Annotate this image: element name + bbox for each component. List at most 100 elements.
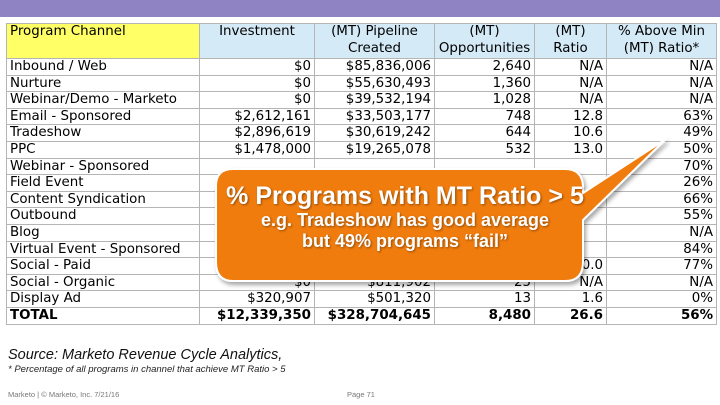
header-investment: Investment	[199, 23, 315, 59]
cell-opportunities: 644	[434, 124, 535, 142]
table-row: Nurture $0 $55,630,493 1,360 N/A N/A	[6, 74, 717, 93]
cell-investment	[199, 157, 315, 176]
cell-investment: $0	[199, 58, 315, 76]
total-cell-ratio: 26.6	[534, 306, 607, 325]
title-bar	[0, 0, 720, 17]
cell-ratio: N/A	[534, 91, 607, 109]
cell-ratio: 13.0	[534, 140, 607, 159]
callout-line-2: but 49% programs “fail”	[301, 231, 509, 251]
total-cell-channel: TOTAL	[6, 306, 200, 325]
cell-opportunities: 532	[434, 140, 535, 159]
cell-channel: Social - Organic	[6, 273, 200, 292]
cell-above-min: N/A	[606, 74, 717, 93]
cell-above-min: 55%	[606, 207, 717, 225]
table-row: Webinar/Demo - Marketo $0 $39,532,194 1,028…	[6, 91, 717, 109]
cell-above-min: N/A	[606, 223, 717, 242]
cell-channel: Field Event	[6, 174, 200, 192]
cell-opportunities: 748	[434, 107, 535, 126]
cell-channel: PPC	[6, 140, 200, 159]
channel-table: Program Channel Investment (MT) Pipeline…	[6, 23, 717, 325]
cell-above-min: N/A	[606, 91, 717, 109]
cell-channel: Tradeshow	[6, 124, 200, 142]
cell-channel: Nurture	[6, 74, 200, 93]
cell-ratio: 1.6	[534, 290, 607, 308]
cell-ratio: 10.0	[534, 257, 607, 275]
cell-pipeline: $19,265,078	[314, 140, 435, 159]
table-row: Email - Sponsored $2,612,161 $33,503,177 74…	[6, 107, 717, 126]
cell-investment: $317,331	[199, 257, 315, 275]
cell-above-min: 26%	[606, 174, 717, 192]
cell-channel: Content Syndication	[6, 190, 200, 209]
callout-line-1: e.g. Tradeshow has good average	[260, 210, 550, 230]
cell-channel: Social - Paid	[6, 257, 200, 275]
cell-above-min: N/A	[606, 58, 717, 76]
table-row: Tradeshow $2,896,619 $30,619,242 644 10.6 49%	[6, 124, 717, 142]
cell-ratio: N/A	[534, 74, 607, 93]
total-cell-above-min: 56%	[606, 306, 717, 325]
cell-channel: Webinar/Demo - Marketo	[6, 91, 200, 109]
footer-page-number: Page 71	[347, 390, 375, 399]
total-row: TOTAL $12,339,350 $328,704,645 8,480 26.6 56%	[6, 306, 717, 325]
cell-investment: $320,907	[199, 290, 315, 308]
source-text: Source: Marketo Revenue Cycle Analytics,	[8, 347, 283, 363]
table-row: Display Ad $320,907 $501,320 13 1.6 0%	[6, 290, 717, 308]
cell-channel: Outbound	[6, 207, 200, 225]
cell-pipeline: $811,902	[314, 273, 435, 292]
table-row: Inbound / Web $0 $85,836,006 2,640 N/A N/A	[6, 58, 717, 76]
table-row: Social - Organic $0 $811,902 25 N/A N/A	[6, 273, 717, 292]
header-above-min: % Above Min (MT) Ratio*	[606, 23, 717, 59]
cell-opportunities: 25	[434, 273, 535, 292]
cell-above-min: 66%	[606, 190, 717, 209]
cell-pipeline	[314, 157, 435, 176]
cell-channel: Display Ad	[6, 290, 200, 308]
table-row: Social - Paid $317,331 $3,173,392 120 10.0 77…	[6, 257, 717, 275]
cell-opportunities: 1,028	[434, 91, 535, 109]
cell-ratio: 10.6	[534, 124, 607, 142]
footnote: * Percentage of all programs in channel …	[8, 364, 286, 375]
header-row: Program Channel Investment (MT) Pipeline…	[6, 23, 717, 59]
cell-opportunities: 120	[434, 257, 535, 275]
table-row: PPC $1,478,000 $19,265,078 532 13.0 50%	[6, 140, 717, 159]
cell-opportunities: 13	[434, 290, 535, 308]
total-cell-pipeline: $328,704,645	[314, 306, 435, 325]
cell-ratio	[534, 157, 607, 176]
cell-channel: Blog	[6, 223, 200, 242]
callout-title: % Programs with MT Ratio > 5	[226, 182, 584, 210]
cell-ratio: N/A	[534, 58, 607, 76]
cell-investment: $0	[199, 74, 315, 93]
cell-channel: Virtual Event - Sponsored	[6, 240, 200, 259]
cell-ratio: N/A	[534, 273, 607, 292]
total-cell-investment: $12,339,350	[199, 306, 315, 325]
cell-channel: Email - Sponsored	[6, 107, 200, 126]
cell-investment: $2,896,619	[199, 124, 315, 142]
cell-pipeline: $30,619,242	[314, 124, 435, 142]
total-cell-opportunities: 8,480	[434, 306, 535, 325]
cell-investment: $0	[199, 273, 315, 292]
cell-pipeline: $55,630,493	[314, 74, 435, 93]
callout: % Programs with MT Ratio > 5 e.g. Trades…	[224, 182, 586, 252]
header-opportunities: (MT) Opportunities	[434, 23, 535, 59]
cell-above-min: 0%	[606, 290, 717, 308]
cell-investment: $2,612,161	[199, 107, 315, 126]
cell-above-min: 84%	[606, 240, 717, 259]
cell-pipeline: $33,503,177	[314, 107, 435, 126]
cell-above-min: 70%	[606, 157, 717, 176]
cell-above-min: 63%	[606, 107, 717, 126]
cell-above-min: 50%	[606, 140, 717, 159]
cell-above-min: 77%	[606, 257, 717, 275]
header-pipeline: (MT) Pipeline Created	[314, 23, 435, 59]
cell-investment: $0	[199, 91, 315, 109]
cell-ratio: 12.8	[534, 107, 607, 126]
header-ratio: (MT) Ratio	[534, 23, 607, 59]
cell-investment: $1,478,000	[199, 140, 315, 159]
header-program-channel: Program Channel	[6, 23, 200, 59]
cell-pipeline: $3,173,392	[314, 257, 435, 275]
cell-opportunities: 1,360	[434, 74, 535, 93]
cell-above-min: N/A	[606, 273, 717, 292]
footer-copyright: Marketo | © Marketo, Inc. 7/21/16	[8, 390, 120, 399]
cell-pipeline: $501,320	[314, 290, 435, 308]
cell-opportunities: 2,640	[434, 58, 535, 76]
cell-pipeline: $39,532,194	[314, 91, 435, 109]
cell-pipeline: $85,836,006	[314, 58, 435, 76]
table-row: Webinar - Sponsored 70%	[6, 157, 717, 176]
